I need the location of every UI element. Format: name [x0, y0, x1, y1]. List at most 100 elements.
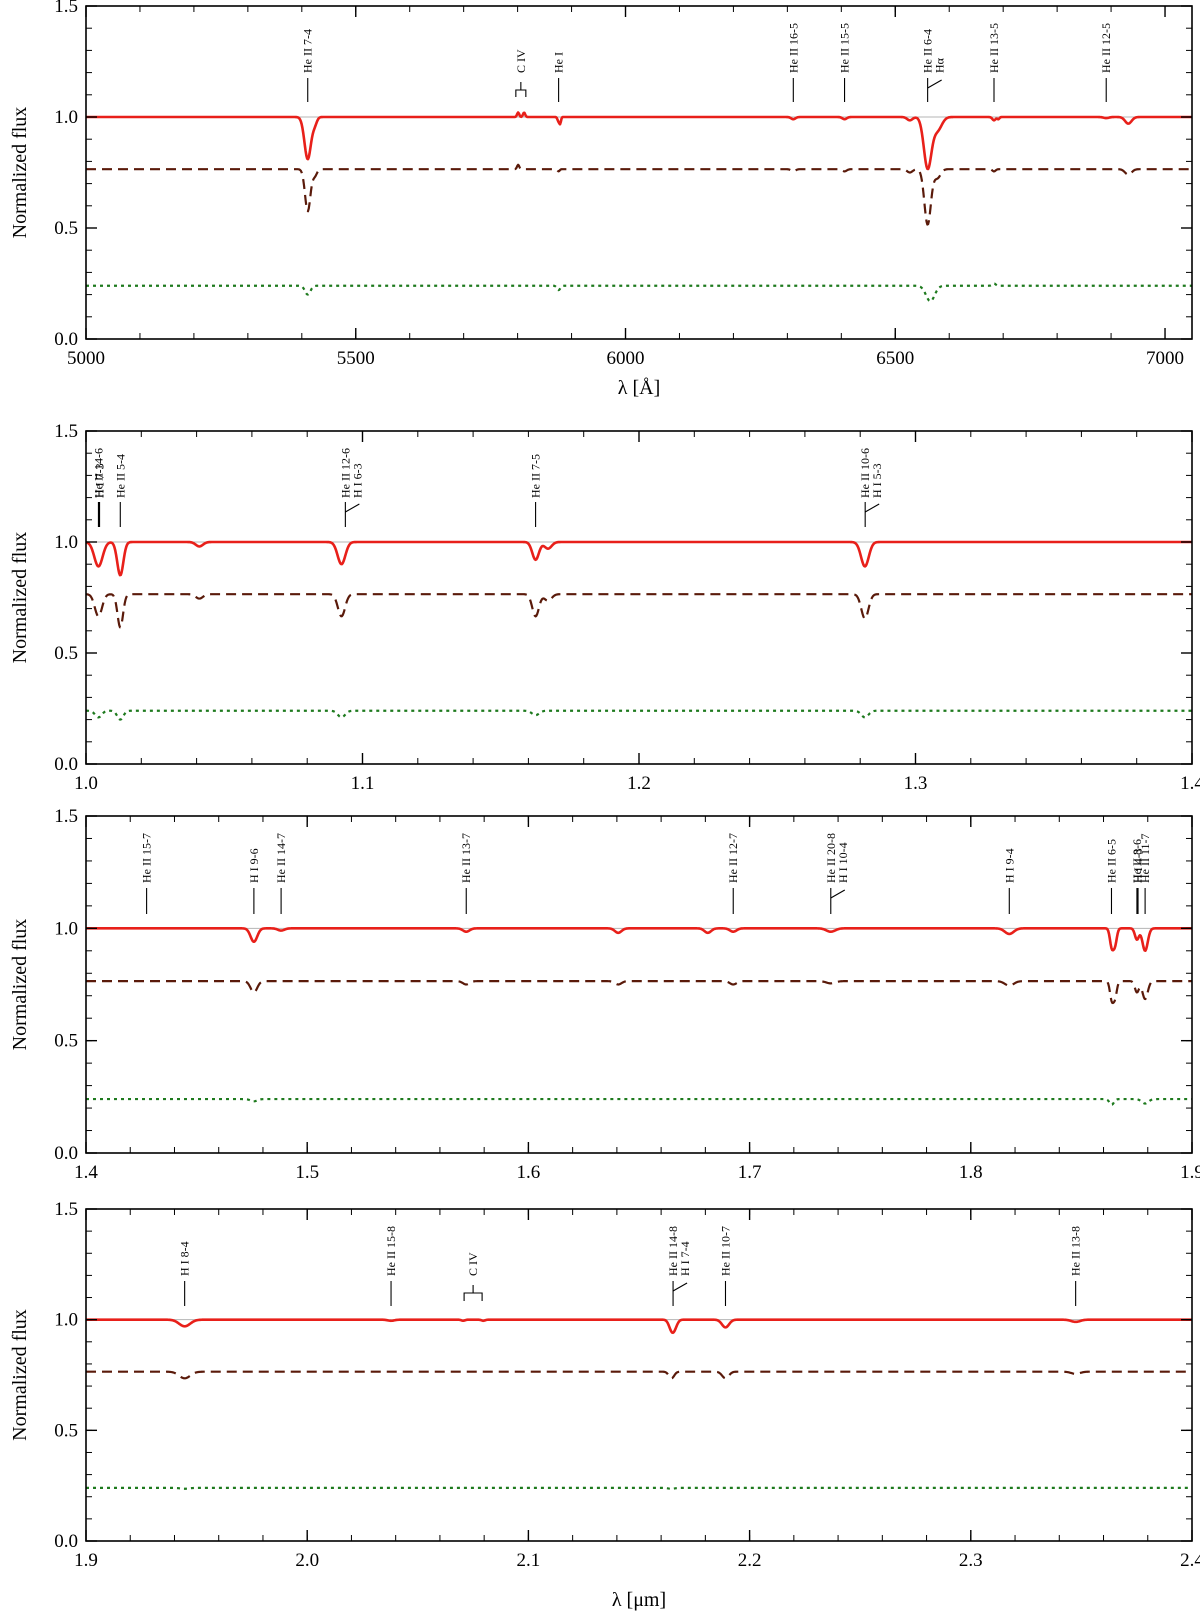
x-tick-label: 1.6: [517, 1162, 541, 1183]
x-tick-label: 5000: [67, 348, 105, 369]
x-tick-label: 7000: [1146, 348, 1184, 369]
spectrum-series-solid: [85, 540, 1193, 577]
spectrum-series-dotted: [85, 1486, 1193, 1490]
line-id-label: He II 12-7: [726, 833, 740, 883]
y-tick-label: 0.5: [54, 643, 78, 664]
line-id-label: C IV: [514, 49, 528, 73]
y-tick-label: 1.0: [54, 918, 78, 939]
y-tick-label: 0.0: [54, 754, 78, 775]
spectrum-series-dashed: [85, 980, 1193, 1005]
line-id-leader: [864, 503, 880, 513]
line-id-label: He II 6-4: [921, 29, 935, 73]
x-tick-label: 6500: [876, 348, 914, 369]
line-id-label: H I 6-3: [350, 463, 364, 498]
line-id-label: He II 12-5: [1099, 23, 1113, 73]
x-tick-label: 2.1: [517, 1550, 541, 1571]
line-id-label: Hα: [933, 57, 947, 73]
spectrum-series-dashed: [85, 593, 1193, 629]
spectrum-series-solid: [85, 111, 1193, 171]
line-id-label: He II 15-7: [140, 833, 154, 883]
spectrum-series-dotted: [85, 282, 1193, 303]
x-tick-label: 1.5: [295, 1162, 319, 1183]
line-id-label: H I 9-4: [1002, 848, 1016, 883]
y-tick-label: 1.0: [54, 532, 78, 553]
x-tick-label: 2.3: [959, 1550, 983, 1571]
x-axis-title: λ [μm]: [612, 1589, 666, 1611]
x-tick-label: 1.7: [738, 1162, 762, 1183]
y-tick-label: 0.0: [54, 1143, 78, 1164]
line-id-label: He II 6-5: [1104, 839, 1118, 883]
x-tick-label: 6000: [607, 348, 645, 369]
line-id-label: He II 15-8: [384, 1226, 398, 1276]
y-tick-label: 1.5: [54, 421, 78, 442]
line-id-label: He II 10-7: [718, 1226, 732, 1276]
y-axis-title: Normalized flux: [9, 107, 31, 239]
line-id-label: He II 14-7: [274, 833, 288, 883]
x-tick-label: 1.9: [1180, 1162, 1200, 1183]
plot-frame: [85, 815, 1193, 1154]
line-id-label: H I 4-3: [1131, 848, 1145, 883]
x-tick-label: 5500: [337, 348, 375, 369]
spectrum-panel-2: 1.0 1.1 1.2 1.3 1.4 0.0 0.5 1.0 1.5 Normalized fl…: [9, 421, 1200, 794]
plot-frame: [85, 430, 1193, 765]
line-id-label: He II 13-8: [1069, 1226, 1083, 1276]
line-id-leader: [830, 889, 846, 899]
line-id-label: He II 14-6: [91, 448, 105, 498]
y-axis-title: Normalized flux: [9, 1309, 31, 1441]
y-tick-label: 1.5: [54, 1199, 78, 1220]
x-tick-label: 1.1: [351, 773, 375, 794]
line-id-label: He II 13-5: [987, 23, 1001, 73]
line-id-label: He II 14-8: [666, 1226, 680, 1276]
x-tick-label: 1.9: [74, 1550, 98, 1571]
y-axis-title: Normalized flux: [9, 532, 31, 664]
line-id-label: He II 10-6: [858, 448, 872, 498]
line-id-leader: [672, 1282, 688, 1292]
line-id-bracket: [463, 1292, 483, 1301]
spectrum-series-dotted: [85, 1097, 1193, 1106]
line-id-label: He II 15-5: [838, 23, 852, 73]
x-tick-label: 2.4: [1180, 1550, 1200, 1571]
x-axis-title: λ [Å]: [618, 377, 660, 399]
spectrum-panel-1: 5000 5500 6000 6500 7000 0.0 0.5 1.0 1.5 Normaliz…: [9, 0, 1193, 399]
spectrum-series-dashed: [85, 163, 1193, 226]
line-id-label: He II 13-7: [459, 833, 473, 883]
y-tick-label: 0.5: [54, 1031, 78, 1052]
y-tick-label: 0.0: [54, 329, 78, 350]
line-id-label: He II 11-7: [1138, 833, 1152, 883]
line-id-label: H I 5-3: [870, 463, 884, 498]
line-id-label: C IV: [466, 1252, 480, 1276]
x-tick-label: 1.4: [74, 1162, 98, 1183]
line-id-label: He II 7-4: [301, 29, 315, 73]
line-id-bracket: [515, 89, 527, 97]
y-tick-label: 1.0: [54, 107, 78, 128]
y-tick-label: 0.0: [54, 1531, 78, 1552]
y-tick-label: 0.5: [54, 1420, 78, 1441]
line-id-label: H I 7-4: [678, 1241, 692, 1276]
line-id-label: He II 12-6: [338, 448, 352, 498]
line-id-label: H I 10-4: [836, 842, 850, 883]
x-tick-label: 1.4: [1180, 773, 1200, 794]
y-tick-label: 1.0: [54, 1310, 78, 1331]
line-id-label: He II 20-8: [824, 833, 838, 883]
line-id-label: H I 9-6: [247, 848, 261, 883]
x-tick-label: 2.2: [738, 1550, 762, 1571]
line-id-label: He II 7-5: [529, 454, 543, 498]
line-id-label: H I 7-3: [93, 463, 107, 498]
line-id-leader: [927, 79, 942, 89]
spectrum-panel-3: 1.4 1.5 1.6 1.7 1.8 1.9 0.0 0.5 1.0 1.5 Normalized…: [9, 806, 1200, 1183]
y-tick-label: 1.5: [54, 806, 78, 827]
line-id-label: H I 8-4: [178, 1241, 192, 1276]
y-tick-label: 0.5: [54, 218, 78, 239]
plot-frame: [85, 1208, 1193, 1542]
spectrum-series-solid: [85, 927, 1193, 952]
plot-frame: [85, 5, 1193, 340]
spectrum-panel-4: 1.9 2.0 2.1 2.2 2.3 2.4 0.0 0.5 1.0 1.5 Normalized…: [9, 1199, 1200, 1611]
y-axis-title: Normalized flux: [9, 919, 31, 1051]
line-id-label: He I: [552, 52, 566, 73]
x-tick-label: 1.0: [74, 773, 98, 794]
y-tick-label: 1.5: [54, 0, 78, 17]
line-id-label: He II 5-4: [113, 454, 127, 498]
spectrum-series-dashed: [85, 1370, 1193, 1380]
x-tick-label: 1.8: [959, 1162, 983, 1183]
